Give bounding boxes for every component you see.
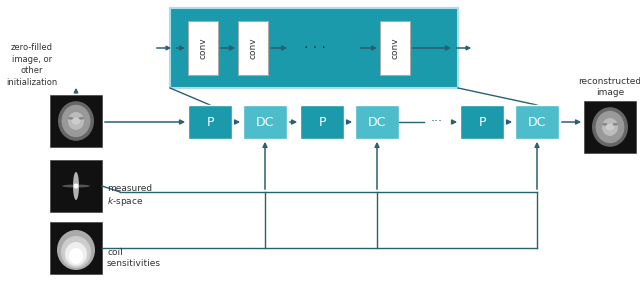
Text: P: P [318, 116, 326, 129]
Ellipse shape [592, 107, 628, 147]
Bar [380, 21, 410, 75]
Bar [515, 105, 559, 139]
Text: measured
$k$-space: measured $k$-space [107, 184, 152, 208]
Ellipse shape [74, 184, 79, 188]
Ellipse shape [79, 117, 84, 120]
Bar [243, 105, 287, 139]
Text: zero-filled
image, or
other
initialization: zero-filled image, or other initializati… [6, 43, 58, 87]
Ellipse shape [62, 184, 90, 188]
Bar [170, 8, 458, 88]
Text: coil
sensitivities: coil sensitivities [107, 248, 161, 268]
Text: DC: DC [528, 116, 546, 129]
Text: DC: DC [368, 116, 386, 129]
Bar [50, 95, 102, 147]
Text: reconstructed
image: reconstructed image [579, 77, 640, 97]
Ellipse shape [68, 112, 84, 130]
Ellipse shape [58, 101, 94, 141]
Text: conv: conv [390, 37, 399, 59]
Ellipse shape [612, 123, 618, 126]
Bar [50, 160, 102, 212]
Ellipse shape [596, 111, 625, 143]
Bar [460, 105, 504, 139]
Ellipse shape [72, 117, 81, 125]
Text: P: P [206, 116, 214, 129]
Ellipse shape [57, 230, 95, 270]
Ellipse shape [61, 236, 91, 268]
Ellipse shape [68, 117, 74, 120]
Bar [188, 105, 232, 139]
Bar [584, 101, 636, 153]
Bar [238, 21, 268, 75]
Ellipse shape [602, 123, 607, 126]
Ellipse shape [69, 248, 83, 264]
Ellipse shape [61, 105, 90, 137]
Ellipse shape [602, 118, 618, 136]
Text: DC: DC [256, 116, 274, 129]
Text: conv: conv [248, 37, 257, 59]
Ellipse shape [73, 172, 79, 200]
Bar [188, 21, 218, 75]
Text: · · ·: · · · [304, 41, 326, 55]
Bar [50, 222, 102, 274]
Bar [300, 105, 344, 139]
Text: P: P [478, 116, 486, 129]
Ellipse shape [605, 123, 614, 131]
Ellipse shape [65, 242, 87, 266]
Text: ···: ··· [431, 116, 443, 129]
Text: conv: conv [198, 37, 207, 59]
Bar [355, 105, 399, 139]
